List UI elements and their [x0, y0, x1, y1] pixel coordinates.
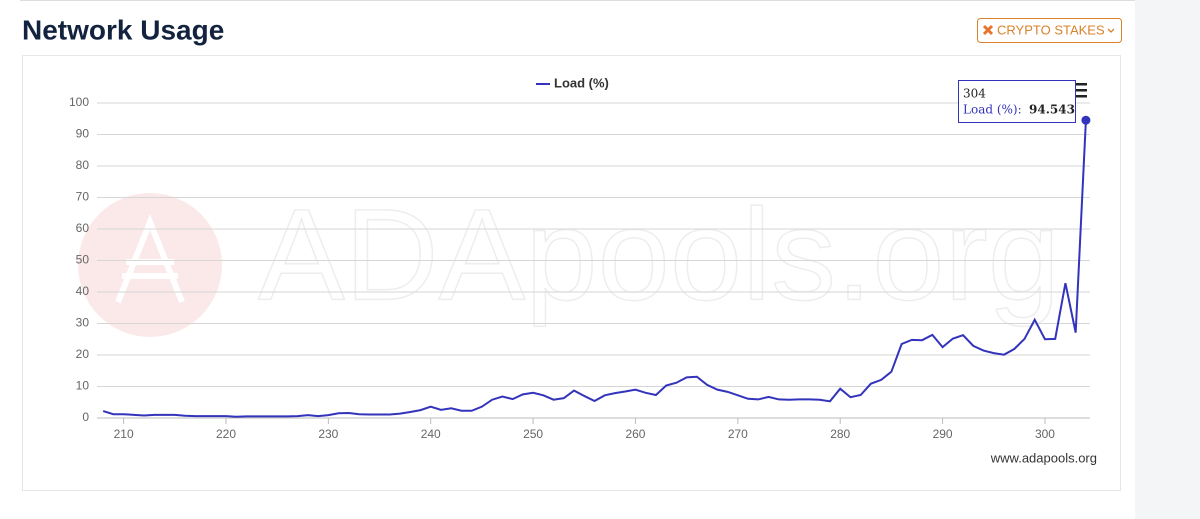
tooltip-x: 304 — [963, 87, 986, 101]
legend-label: Load (%) — [554, 75, 609, 90]
x-tick-label: 220 — [216, 427, 236, 441]
tooltip-box — [958, 80, 1076, 123]
x-tick-label: 280 — [830, 427, 850, 441]
x-tick-label: 300 — [1035, 427, 1055, 441]
y-tick-label: 0 — [82, 410, 89, 424]
x-tick-label: 270 — [728, 427, 748, 441]
menu-bar[interactable] — [1074, 83, 1087, 86]
watermark-text: ADApools.org — [258, 181, 1060, 327]
watermark-symbol — [115, 213, 185, 304]
side-panel — [1135, 0, 1200, 519]
watermark: ADApools.org — [78, 181, 1061, 337]
y-tick-label: 20 — [76, 347, 90, 361]
button-label[interactable]: CRYPTO STAKES — [997, 22, 1105, 37]
x-tick-label: 290 — [933, 427, 953, 441]
menu-bar[interactable] — [1074, 89, 1087, 92]
x-tick-label: 240 — [421, 427, 441, 441]
y-tick-label: 90 — [76, 127, 90, 141]
x-tick-label: 260 — [625, 427, 645, 441]
x-tick-label: 210 — [114, 427, 134, 441]
y-tick-label: 10 — [76, 379, 90, 393]
y-tick-label: 60 — [76, 221, 90, 235]
tooltip: 304 Load (%): 94.543 — [958, 80, 1076, 123]
crypto-stakes-button[interactable]: CRYPTO STAKES — [977, 18, 1122, 43]
y-tick-label: 50 — [76, 253, 90, 267]
line — [102, 120, 1087, 418]
button-x-icon — [982, 24, 994, 36]
y-tick-label: 100 — [69, 95, 89, 109]
tooltip-series: Load (%): — [963, 103, 1022, 117]
page-title: Network Usage — [22, 14, 224, 45]
y-tick-label: 70 — [76, 190, 90, 204]
tooltip-value: 94.543 — [1029, 103, 1075, 117]
y-tick-label: 80 — [76, 158, 90, 172]
menu-bar[interactable] — [1074, 95, 1087, 98]
x-tick-label: 230 — [318, 427, 338, 441]
y-tick-label: 30 — [76, 316, 90, 330]
y-tick-label: 40 — [76, 284, 90, 298]
hover-point — [1081, 115, 1091, 125]
legend: Load (%) — [536, 75, 609, 90]
button-caret — [1107, 28, 1115, 33]
menu-icon[interactable] — [1074, 83, 1087, 98]
credit: www.adapools.org — [990, 450, 1097, 465]
button-frame[interactable] — [977, 18, 1122, 43]
x-tick-label: 250 — [523, 427, 543, 441]
